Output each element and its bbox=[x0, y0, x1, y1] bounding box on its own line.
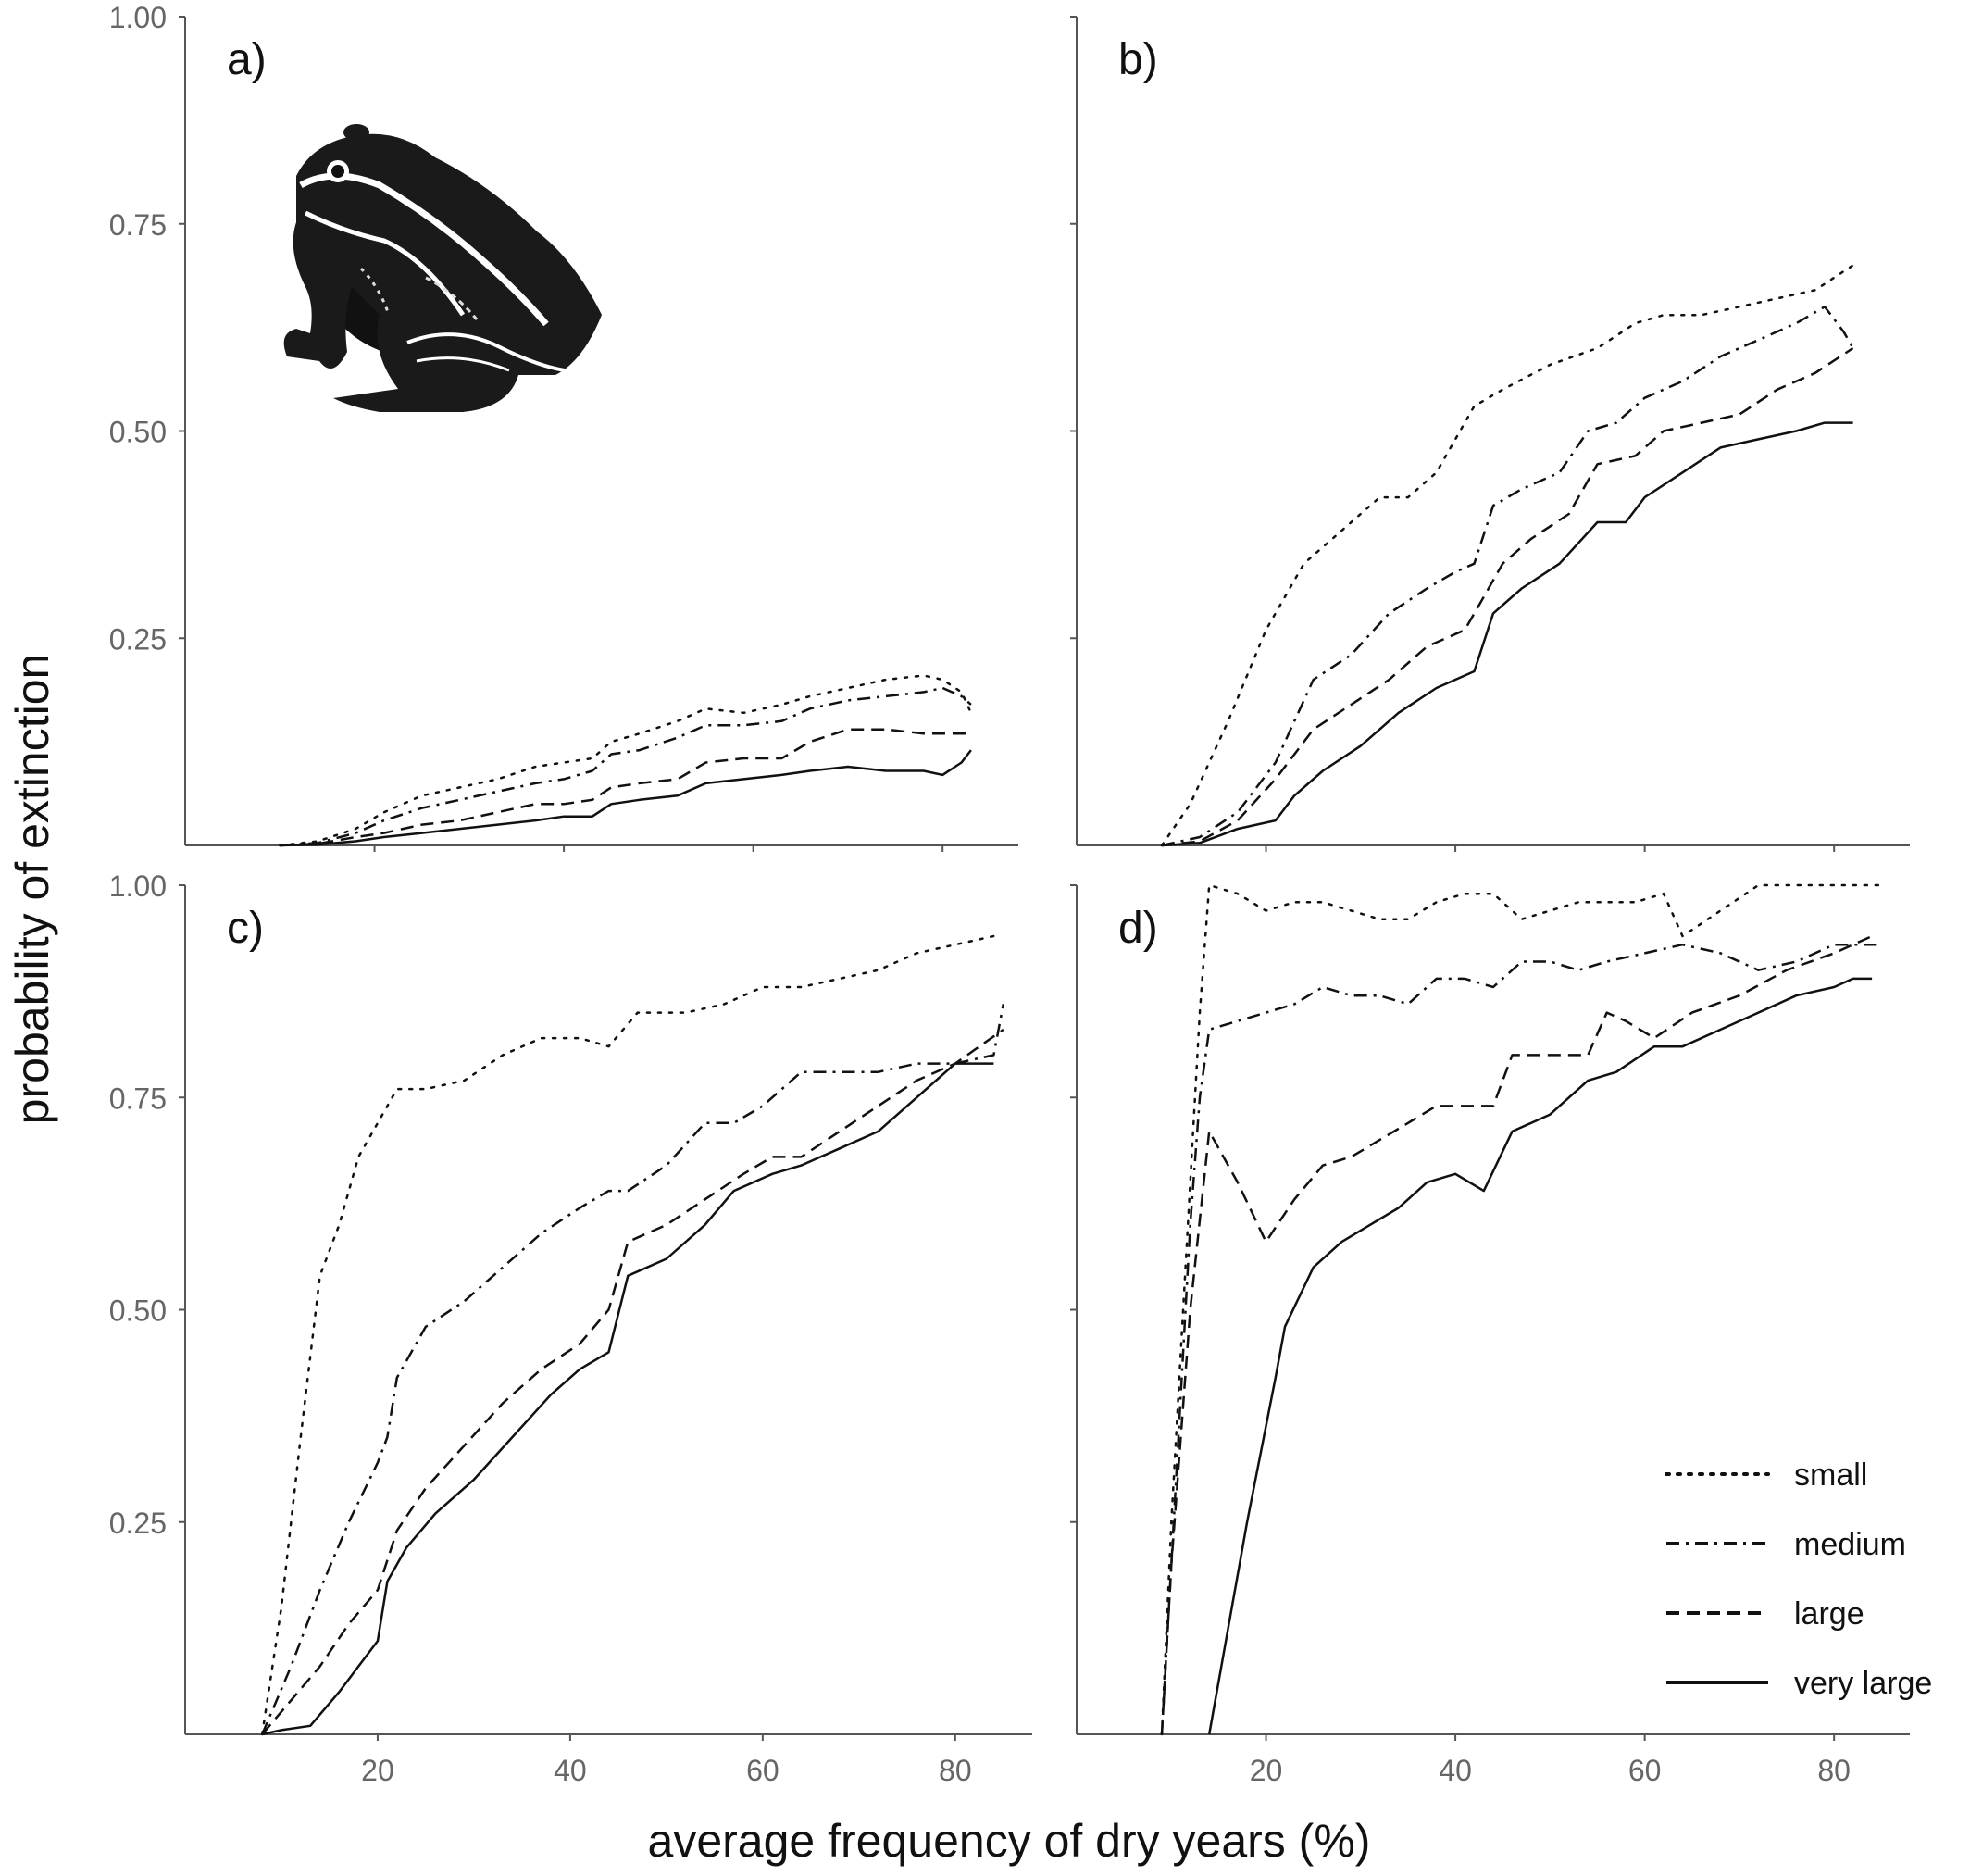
y-tick-label: 0.50 bbox=[109, 1294, 167, 1328]
legend-label: medium bbox=[1794, 1527, 1906, 1562]
panel-label: a) bbox=[227, 35, 267, 84]
x-tick-label: 20 bbox=[361, 1754, 394, 1787]
y-tick-label: 1.00 bbox=[109, 869, 167, 903]
x-tick-label: 80 bbox=[939, 1754, 972, 1787]
panel-b: b) bbox=[1070, 16, 1910, 852]
y-tick-label: 0.75 bbox=[109, 1082, 167, 1115]
series-line-very-large bbox=[1161, 421, 1853, 847]
series-line-small bbox=[1160, 883, 1883, 1736]
x-tick-label: 40 bbox=[1439, 1754, 1472, 1787]
series-line-medium bbox=[261, 1004, 1005, 1735]
series-line-medium bbox=[280, 686, 972, 847]
series-line-large bbox=[1160, 934, 1873, 1735]
x-tick-label: 60 bbox=[746, 1754, 779, 1787]
x-tick-label: 20 bbox=[1250, 1754, 1283, 1787]
series-line-large bbox=[280, 728, 971, 847]
panel-label: b) bbox=[1118, 35, 1158, 84]
y-tick-label: 0.75 bbox=[109, 208, 167, 242]
frog-icon bbox=[283, 124, 602, 413]
legend-label: large bbox=[1794, 1596, 1864, 1632]
panel-a: 0.25 0.50 0.75 1.00 a) bbox=[109, 1, 1018, 852]
series-line-very-large bbox=[1207, 977, 1873, 1735]
x-tick-label: 60 bbox=[1628, 1754, 1662, 1787]
series-line-medium bbox=[1160, 943, 1882, 1735]
y-axis-title: probability of extinction bbox=[6, 654, 58, 1125]
series-line-small bbox=[260, 934, 995, 1736]
legend: small medium large very large bbox=[1665, 1457, 1932, 1701]
y-tick-label: 1.00 bbox=[109, 1, 167, 34]
series-line-very-large bbox=[280, 749, 972, 847]
panel-label: c) bbox=[227, 904, 264, 953]
x-tick-label: 40 bbox=[554, 1754, 587, 1787]
series-line-large bbox=[261, 1028, 1004, 1735]
series-line-medium bbox=[1161, 306, 1854, 847]
series-line-very-large bbox=[261, 1062, 994, 1736]
y-tick-label: 0.25 bbox=[109, 622, 167, 656]
x-tick-label: 80 bbox=[1817, 1754, 1851, 1787]
y-tick-label: 0.50 bbox=[109, 416, 167, 449]
series-line-small bbox=[1160, 264, 1854, 847]
panel-c: 0.25 0.50 0.75 1.00 20 40 60 80 c) bbox=[109, 869, 1032, 1787]
x-axis-title: average frequency of dry years (%) bbox=[648, 1815, 1371, 1867]
legend-label: small bbox=[1794, 1457, 1867, 1493]
legend-label: very large bbox=[1794, 1666, 1932, 1701]
series-line-large bbox=[1161, 346, 1854, 847]
panel-label: d) bbox=[1118, 904, 1158, 953]
y-tick-label: 0.25 bbox=[109, 1507, 167, 1540]
panel-d: 20 40 60 80 d) bbox=[1070, 883, 1910, 1787]
